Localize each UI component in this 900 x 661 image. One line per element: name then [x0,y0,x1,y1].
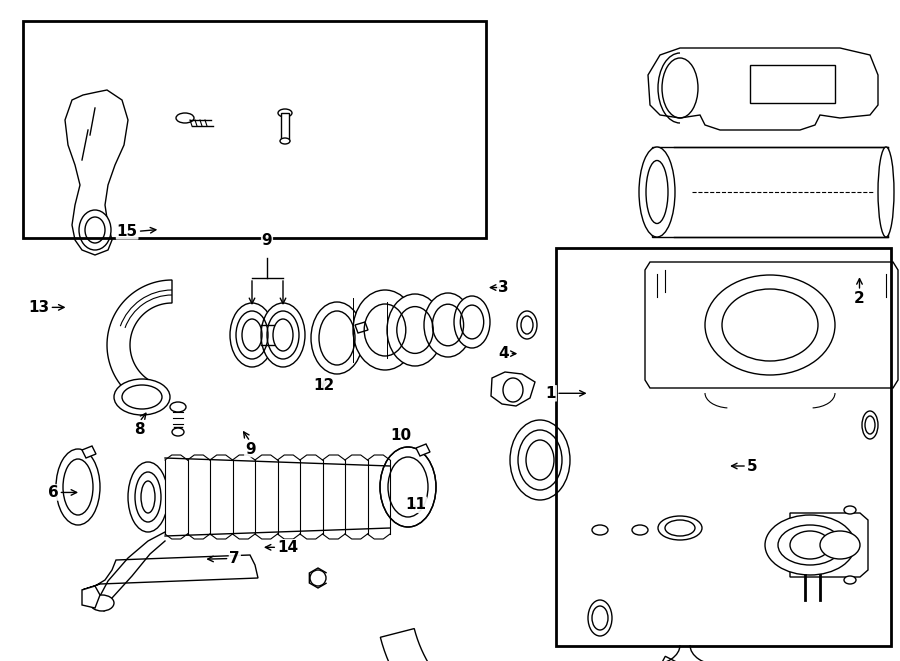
Text: 8: 8 [134,422,145,437]
Ellipse shape [310,570,326,586]
Ellipse shape [844,576,856,584]
Ellipse shape [632,525,648,535]
Polygon shape [416,444,430,456]
Polygon shape [82,446,96,458]
Ellipse shape [380,447,436,527]
Ellipse shape [114,379,170,415]
Text: 2: 2 [854,291,865,306]
Polygon shape [381,629,697,661]
Ellipse shape [56,449,100,525]
Text: 13: 13 [29,300,50,315]
Polygon shape [82,586,100,608]
Ellipse shape [278,109,292,117]
Text: 15: 15 [117,224,138,239]
Ellipse shape [517,311,537,339]
Ellipse shape [280,138,290,144]
Ellipse shape [658,516,702,540]
Ellipse shape [454,296,490,348]
Text: 3: 3 [498,280,508,295]
Text: 10: 10 [390,428,411,444]
Ellipse shape [705,275,835,375]
Ellipse shape [588,600,612,636]
Text: 14: 14 [277,540,298,555]
Text: 4: 4 [499,346,509,361]
Ellipse shape [592,525,608,535]
Ellipse shape [230,303,274,367]
Ellipse shape [387,294,443,366]
Ellipse shape [172,428,184,436]
Bar [22,21,486,238]
Bar [281,113,289,141]
Polygon shape [107,280,172,407]
Text: 9: 9 [245,442,256,457]
Ellipse shape [862,411,878,439]
Ellipse shape [170,402,186,412]
Text: 6: 6 [48,485,58,500]
Polygon shape [652,147,888,237]
Text: 9: 9 [262,233,273,248]
Polygon shape [82,555,258,590]
Text: 1: 1 [545,386,556,401]
Ellipse shape [424,293,472,357]
Ellipse shape [820,531,860,559]
Text: 11: 11 [405,497,427,512]
Ellipse shape [176,113,194,123]
Bar [165,458,390,536]
Ellipse shape [844,506,856,514]
Ellipse shape [311,302,363,374]
Ellipse shape [510,420,570,500]
Ellipse shape [353,290,417,370]
Text: 5: 5 [747,459,758,473]
Bar [556,248,891,646]
Text: 12: 12 [313,378,335,393]
Polygon shape [790,513,868,577]
Polygon shape [355,322,368,333]
Bar [750,65,835,103]
Polygon shape [648,48,878,130]
Ellipse shape [765,515,855,575]
Ellipse shape [261,303,305,367]
Ellipse shape [878,147,894,237]
Ellipse shape [128,462,168,532]
Polygon shape [491,372,535,406]
Polygon shape [65,90,128,255]
Polygon shape [645,262,898,388]
Text: 7: 7 [230,551,240,566]
Ellipse shape [639,147,675,237]
Ellipse shape [79,210,111,250]
Ellipse shape [90,595,114,611]
